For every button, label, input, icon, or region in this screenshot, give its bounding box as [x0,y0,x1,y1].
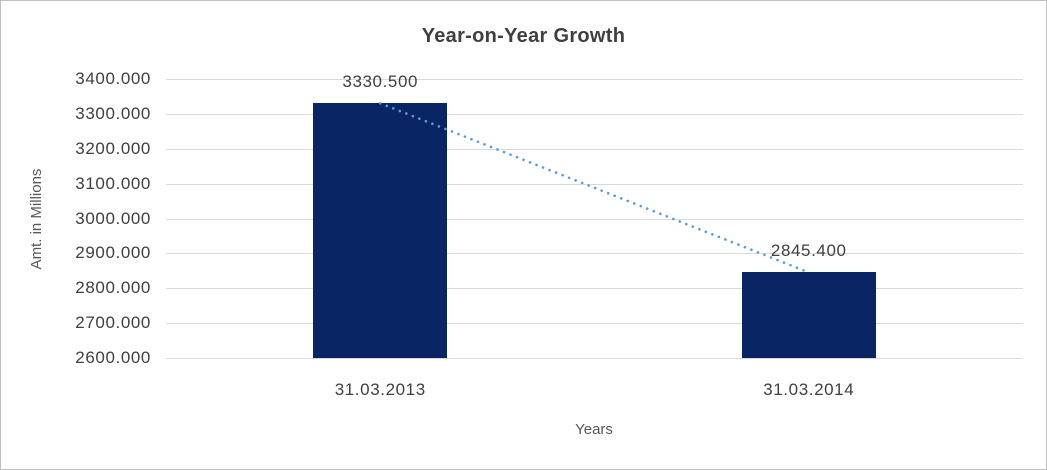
y-gridline [166,183,1023,185]
y-gridline [166,323,1023,325]
y-gridline [166,148,1023,150]
y-gridline [166,253,1023,255]
y-tick-label: 2800.000 [75,278,151,298]
y-tick-label: 3000.000 [75,208,151,228]
y-tick-label: 3300.000 [75,103,151,123]
bar [313,103,448,358]
x-axis-title: Years [575,421,613,438]
y-tick-label: 2600.000 [75,348,151,367]
y-gridline [166,218,1023,220]
y-gridline [166,113,1023,115]
bar-data-label: 3330.500 [342,72,419,92]
x-category-label: 31.03.2014 [763,380,855,399]
y-tick-label: 2700.000 [75,313,151,333]
y-tick-label: 3400.000 [75,69,151,88]
x-category-label: 31.03.2013 [334,380,426,399]
bar [741,272,876,358]
y-tick-label: 3100.000 [75,173,151,193]
bar-data-label: 2845.400 [770,241,847,261]
y-tick-label: 2900.000 [75,243,151,263]
y-gridline [166,288,1023,290]
y-tick-label: 3200.000 [75,138,151,158]
y-gridline [166,358,1023,359]
y-axis-title: Amt. in Millions [28,168,45,270]
y-gridline [166,79,1023,80]
chart-title: Year-on-Year Growth [421,25,626,47]
